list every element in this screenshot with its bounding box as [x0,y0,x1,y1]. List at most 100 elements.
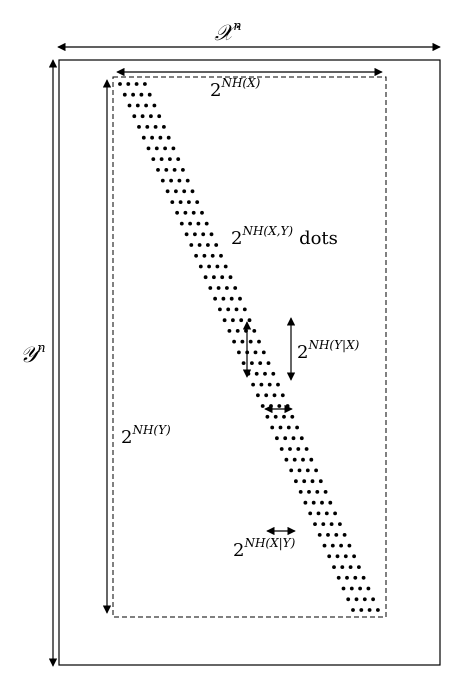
x-space-label: 𝒳n [214,19,241,46]
typical-pair-dot [290,414,295,419]
typical-pair-dot [197,243,202,247]
typical-pair-dot [183,210,188,215]
typical-pair-dot [179,221,184,226]
typical-pair-dot [127,103,132,108]
typical-pair-dot [294,479,298,484]
y-space-label: 𝒴n [20,341,46,368]
typical-pair-dot [329,522,334,526]
typical-pair-dot [242,307,247,312]
typical-pair-dot [288,447,292,451]
typical-pair-dot [351,608,355,612]
typical-pair-dot [251,382,256,387]
typical-pair-dot [252,329,257,333]
typical-pair-dot [220,275,225,280]
typical-pair-dot [202,253,207,258]
typical-pair-dot [207,264,212,269]
typical-pair-dot [235,329,240,333]
typical-pair-dot [187,200,191,205]
typical-pair-dot [196,221,201,226]
typical-pair-dot [201,232,206,237]
typical-pair-dot [341,586,346,591]
typical-pair-dot [275,436,279,441]
typical-pair-dot [342,533,347,537]
typical-pair-dot [184,232,189,237]
typical-pair-dot [276,382,280,387]
typical-pair-dot [371,597,375,602]
typical-pair-dot [257,339,261,344]
typical-pair-dot [270,425,275,430]
typical-pair-dot [151,157,156,162]
typical-pair-dot [213,296,218,301]
typical-pair-dot [366,586,371,591]
typical-pair-dot [238,296,242,301]
typical-pair-dot [181,168,185,172]
typical-pair-dot [247,318,252,323]
typical-pair-dot [200,210,204,215]
typical-pair-dot [231,318,235,323]
typical-pair-dot [153,125,158,129]
typical-pair-dot [352,554,356,559]
typical-pair-dot [357,565,361,569]
typical-pair-dot [144,103,149,108]
typical-pair-dot [361,575,366,580]
typical-pair-dot [131,92,136,97]
typical-pair-dot [322,543,327,548]
typical-pair-dot [309,457,314,462]
typical-pair-dot [248,339,253,344]
typical-pair-dot [278,425,283,430]
typical-pair-dot [326,533,330,537]
typical-pair-dot [314,468,318,473]
typical-pair-dot [204,221,209,226]
typical-pair-dot [346,597,351,602]
typical-pair-dot [311,500,316,505]
typical-pair-dot [158,135,163,140]
typical-pair-dot [226,307,231,312]
typical-pair-dot [194,253,199,258]
hy-label: 2NH(Y) [121,423,171,448]
typical-pair-dot [154,146,159,151]
typical-pair-dot [328,500,333,505]
typical-pair-dot [147,92,152,97]
typical-pair-dot [208,286,213,290]
typical-pair-dot [304,447,309,451]
typical-pair-dot [146,146,151,151]
typical-pair-dot [273,414,278,419]
typical-pair-dot [336,575,341,580]
typical-pair-dot [253,350,258,355]
typical-pair-dot [265,414,270,419]
typical-pair-dot [228,275,233,280]
typical-set-box [112,76,387,618]
hx-label: 2NH(X) [210,76,261,101]
typical-pair-dot [299,436,304,441]
typical-pair-dot [214,243,219,247]
typical-pair-dot [332,565,336,569]
typical-pair-dot [353,575,358,580]
typical-pair-dot [279,447,284,451]
typical-pair-dot [338,522,342,526]
typical-pair-dot [227,329,232,333]
typical-pair-dot [286,425,291,430]
typical-pair-dot [354,597,359,602]
typical-pair-dot [271,371,276,376]
typical-pair-dot [164,168,169,172]
typical-pair-dot [225,286,229,290]
typical-pair-dot [310,479,315,484]
typical-pair-dot [218,307,222,312]
typical-pair-dot [250,361,254,365]
typical-pair-dot [315,490,320,494]
typical-pair-dot [229,296,234,301]
typical-pair-dot [157,114,162,119]
typical-pair-dot [339,543,343,548]
typical-pair-dot [215,264,220,269]
typical-pair-dot [260,404,265,408]
typical-pair-dot [283,436,288,441]
typical-pair-dot [212,275,216,280]
typical-pair-dot [141,135,146,140]
typical-pair-dot [139,92,144,97]
typical-pair-dot [149,114,153,119]
typical-pair-dot [156,168,160,172]
typical-pair-dot [193,232,197,237]
typical-pair-dot [264,393,269,398]
